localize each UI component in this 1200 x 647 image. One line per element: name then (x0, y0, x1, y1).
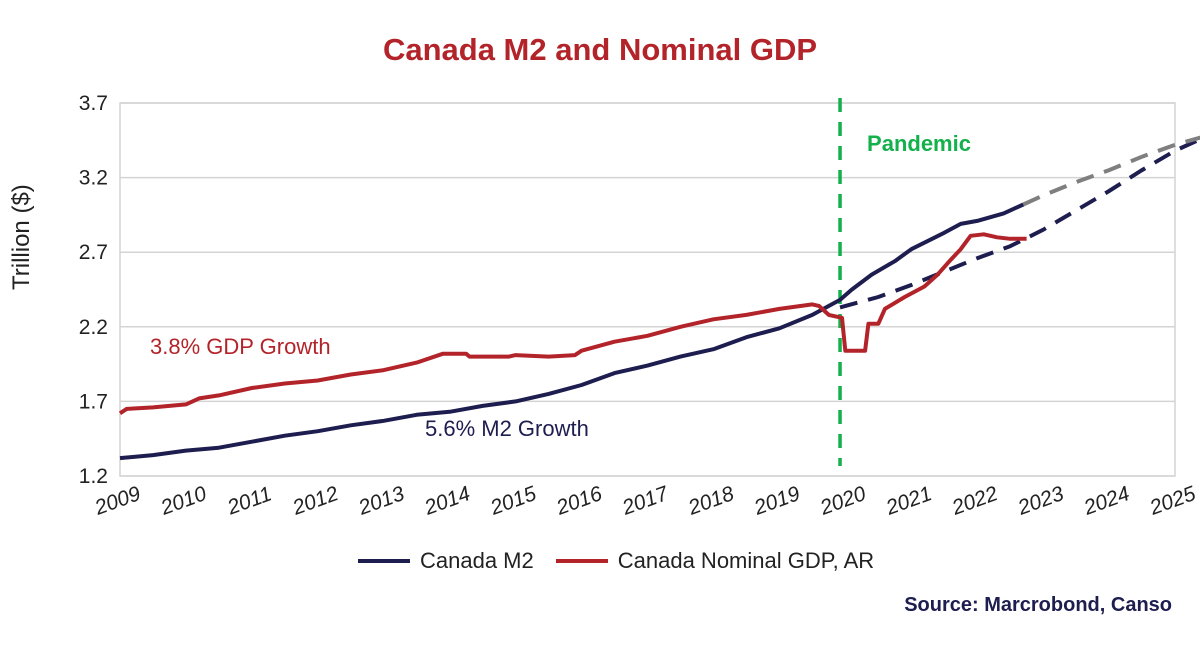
x-tick-label: 2018 (684, 482, 737, 520)
y-tick-label: 2.7 (79, 241, 108, 264)
x-tick-label: 2025 (1146, 482, 1199, 520)
y-tick-label: 1.7 (79, 390, 108, 413)
legend-item-gdp: Canada Nominal GDP, AR (555, 548, 875, 574)
annotation-gdp-growth: 3.8% GDP Growth (150, 334, 331, 359)
annotation-m2-growth: 5.6% M2 Growth (425, 416, 589, 441)
series-projection-line (839, 137, 1200, 310)
x-tick-label: 2014 (421, 482, 474, 520)
chart-title: Canada M2 and Nominal GDP (382, 32, 818, 67)
series-line (118, 232, 1027, 415)
x-tick-label: 2022 (948, 482, 1001, 520)
x-tick-label: 2020 (816, 482, 869, 520)
legend-label-gdp: Canada Nominal GDP, AR (617, 548, 875, 573)
source-note: Source: Marcrobond, Canso (904, 594, 1172, 616)
legend-item-m2: Canada M2 (358, 548, 534, 574)
x-tick-label: 2015 (487, 482, 540, 520)
y-tick-label: 3.7 (79, 92, 108, 115)
x-tick-label: 2012 (289, 482, 342, 520)
series-projection-line (1022, 135, 1200, 207)
x-tick-label: 2023 (1014, 482, 1067, 520)
legend-label-m2: Canada M2 (420, 548, 534, 573)
y-tick-label: 2.2 (79, 316, 108, 339)
legend-swatch-m2 (358, 559, 410, 563)
x-tick-label: 2016 (553, 482, 606, 520)
x-tick-label: 2010 (157, 482, 210, 520)
legend-swatch-gdp (555, 559, 608, 563)
y-tick-label: 3.2 (79, 167, 108, 190)
x-tick-label: 2021 (882, 482, 935, 520)
x-tick-label: 2019 (750, 482, 803, 520)
series-line (119, 202, 1025, 461)
pandemic-label: Pandemic (867, 131, 971, 156)
plot-area-border (119, 102, 1176, 477)
y-tick-label: 1.2 (79, 465, 108, 488)
x-tick-label: 2013 (355, 482, 408, 520)
x-tick-label: 2024 (1080, 482, 1133, 520)
legend: Canada M2 Canada Nominal GDP, AR (358, 548, 896, 574)
x-tick-label: 2011 (224, 482, 275, 519)
x-tick-label: 2017 (618, 482, 672, 520)
